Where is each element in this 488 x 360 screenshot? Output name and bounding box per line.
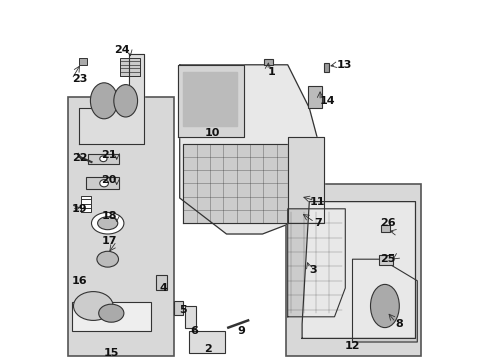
Polygon shape <box>183 72 237 126</box>
FancyBboxPatch shape <box>264 59 273 65</box>
Polygon shape <box>179 65 323 234</box>
Ellipse shape <box>100 156 107 162</box>
Text: 4: 4 <box>159 283 167 293</box>
Text: 13: 13 <box>336 60 351 70</box>
Text: 26: 26 <box>379 218 395 228</box>
FancyBboxPatch shape <box>323 63 328 72</box>
Text: 8: 8 <box>394 319 402 329</box>
Polygon shape <box>287 209 345 317</box>
Text: 19: 19 <box>72 204 87 214</box>
Text: 25: 25 <box>380 254 395 264</box>
Polygon shape <box>287 137 323 223</box>
FancyBboxPatch shape <box>185 306 196 328</box>
FancyBboxPatch shape <box>72 302 151 331</box>
FancyBboxPatch shape <box>307 86 321 108</box>
Ellipse shape <box>91 212 123 234</box>
Bar <box>81 196 91 212</box>
Ellipse shape <box>97 251 118 267</box>
Text: 6: 6 <box>190 326 198 336</box>
Polygon shape <box>352 259 416 342</box>
FancyBboxPatch shape <box>156 275 167 290</box>
FancyBboxPatch shape <box>86 177 118 189</box>
Ellipse shape <box>73 292 113 320</box>
Ellipse shape <box>98 217 118 230</box>
Ellipse shape <box>114 85 137 117</box>
Ellipse shape <box>100 180 108 187</box>
Text: 3: 3 <box>309 265 316 275</box>
Polygon shape <box>302 202 415 338</box>
Text: 20: 20 <box>101 175 117 185</box>
Text: 2: 2 <box>204 344 212 354</box>
Text: 14: 14 <box>320 96 335 106</box>
Text: 15: 15 <box>103 348 119 358</box>
FancyBboxPatch shape <box>188 331 224 353</box>
Text: 12: 12 <box>344 341 360 351</box>
Bar <box>120 58 140 76</box>
FancyBboxPatch shape <box>174 301 183 315</box>
FancyBboxPatch shape <box>379 255 392 265</box>
FancyBboxPatch shape <box>88 154 118 164</box>
Ellipse shape <box>370 284 399 328</box>
Text: 24: 24 <box>113 45 129 55</box>
Text: 1: 1 <box>267 67 275 77</box>
Text: 16: 16 <box>72 276 87 286</box>
FancyBboxPatch shape <box>380 225 389 232</box>
Text: 9: 9 <box>237 326 244 336</box>
Polygon shape <box>178 65 244 137</box>
Text: 7: 7 <box>314 218 322 228</box>
Text: 21: 21 <box>101 150 117 160</box>
Bar <box>68 97 174 356</box>
Text: 5: 5 <box>179 305 187 315</box>
Text: 18: 18 <box>101 211 117 221</box>
Text: 17: 17 <box>101 236 117 246</box>
Polygon shape <box>79 54 143 144</box>
Text: 10: 10 <box>204 128 220 138</box>
Bar <box>285 184 420 356</box>
Bar <box>79 58 87 65</box>
Text: 23: 23 <box>72 74 87 84</box>
Text: 22: 22 <box>72 153 87 163</box>
Ellipse shape <box>99 304 123 322</box>
Text: 11: 11 <box>309 197 324 207</box>
Polygon shape <box>183 144 287 223</box>
Ellipse shape <box>90 83 118 119</box>
